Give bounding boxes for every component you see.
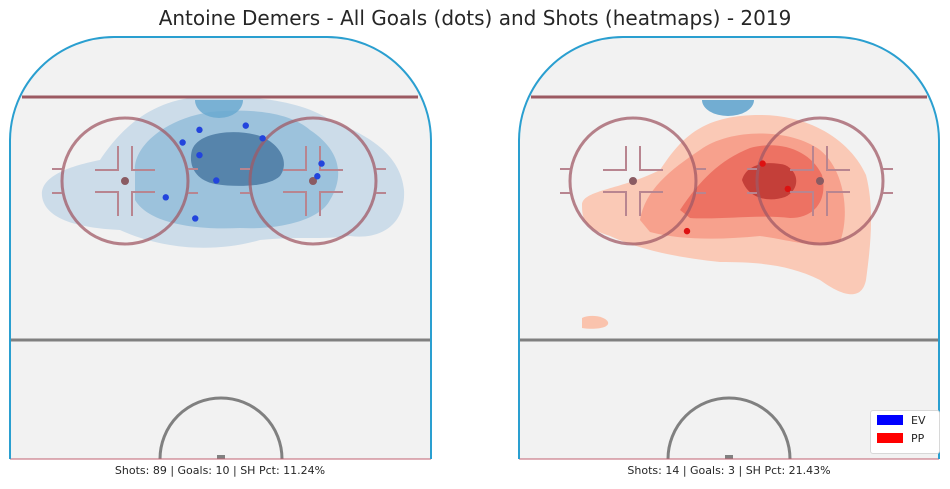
- legend-label-pp: PP: [911, 431, 925, 445]
- right-faceoff-dot-right: [816, 177, 824, 185]
- right-faceoff-dot-left: [629, 177, 637, 185]
- right-faceoff-circle-right: [755, 116, 885, 246]
- left-center-dot: [217, 455, 225, 459]
- right-center-circle: [666, 396, 792, 460]
- right-goal-dot-1: [784, 185, 791, 193]
- right-hash-marks: [560, 146, 893, 216]
- left-hash-marks: [52, 146, 386, 216]
- left-goal-dot-2: [196, 151, 203, 159]
- legend-item-ev: EV: [871, 411, 939, 429]
- legend-label-ev: EV: [911, 413, 926, 427]
- right-center-dot: [725, 455, 733, 459]
- right-heatmap-top: [702, 100, 754, 116]
- right-faceoff-circle-left: [568, 116, 698, 246]
- left-goal-dot-5: [162, 194, 169, 201]
- right-goal-dot-2: [683, 227, 691, 235]
- right-caption: Shots: 14 | Goals: 3 | SH Pct: 21.43%: [627, 464, 831, 477]
- left-faceoff-dot-left: [121, 177, 129, 185]
- left-faceoff-dot-right: [309, 177, 317, 185]
- left-rink: [9, 36, 432, 460]
- left-goal-dot-4: [259, 135, 266, 142]
- right-heatmap-level-1b: [582, 315, 609, 329]
- left-faceoff-circle-left: [60, 116, 190, 246]
- left-goal-dot-0: [196, 126, 203, 134]
- chart-title: Antoine Demers - All Goals (dots) and Sh…: [158, 6, 792, 30]
- left-center-circle: [158, 396, 284, 460]
- legend-swatch-ev: [877, 415, 903, 425]
- left-faceoff-circle-right: [248, 116, 378, 246]
- left-goal-dot-7: [318, 160, 325, 167]
- left-rink-markings: [10, 95, 431, 460]
- left-goal-dot-3: [242, 122, 249, 129]
- right-heatmap-level-2: [640, 133, 845, 246]
- legend-item-pp: PP: [871, 429, 939, 447]
- right-goal-dots: [683, 160, 791, 235]
- right-goal-dot-0: [759, 160, 766, 167]
- left-goal-dots: [162, 122, 325, 222]
- left-heatmap-top: [195, 100, 243, 118]
- right-rink-boards: [518, 36, 940, 459]
- left-goal-dot-8: [314, 173, 321, 180]
- legend: EV PP: [870, 410, 940, 454]
- legend-swatch-pp: [877, 433, 903, 443]
- right-heatmap-level-4: [742, 163, 797, 200]
- left-goal-dot-6: [192, 215, 199, 222]
- left-rink-boards: [9, 36, 432, 459]
- right-rink: [518, 36, 940, 460]
- left-goal-dot-1: [179, 139, 186, 146]
- left-caption: Shots: 89 | Goals: 10 | SH Pct: 11.24%: [114, 464, 326, 477]
- right-heatmap: [582, 100, 872, 329]
- right-rink-markings: [519, 95, 939, 460]
- left-goal-dot-9: [213, 177, 220, 184]
